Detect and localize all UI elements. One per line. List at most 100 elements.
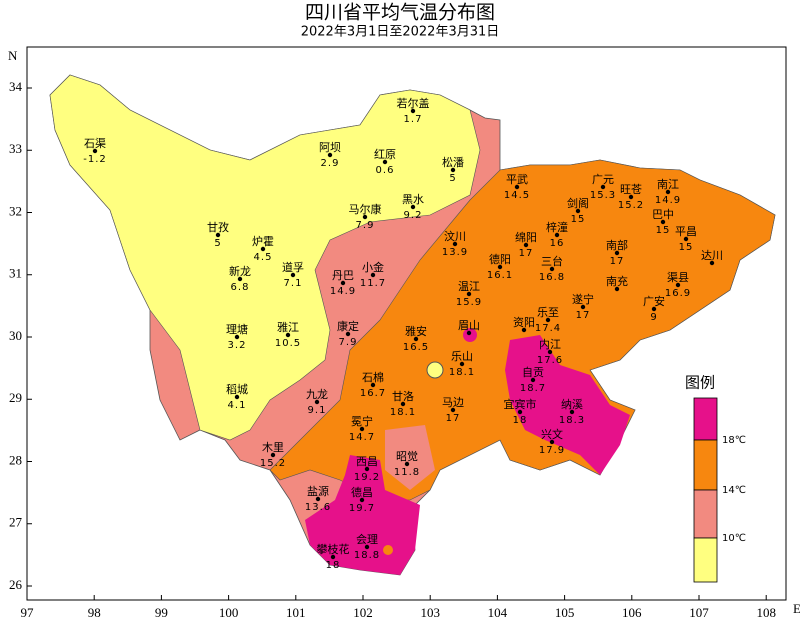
- station-dot: [362, 214, 368, 220]
- legend-swatch: [693, 537, 718, 583]
- station-dot: [554, 232, 560, 238]
- station-dot: [549, 439, 555, 445]
- station-value: 5: [214, 238, 221, 249]
- station-dot: [497, 264, 503, 270]
- station-value: 11.8: [394, 467, 420, 478]
- station-dot: [665, 189, 671, 195]
- station-name: 小金: [362, 260, 384, 274]
- station-dot: [651, 306, 657, 312]
- station-dot: [410, 204, 416, 210]
- station-name: 三台: [541, 254, 563, 268]
- station-name: 新龙: [229, 264, 251, 278]
- map-frame: [26, 46, 787, 601]
- station-dot: [92, 148, 98, 154]
- station-name: 马尔康: [349, 202, 382, 216]
- station-dot: [530, 377, 536, 383]
- station-dot: [569, 409, 575, 415]
- station-name: 木里: [262, 441, 284, 454]
- station-name: 梓潼: [546, 220, 568, 234]
- station-name: 眉山: [458, 319, 480, 332]
- station-value: -1.2: [83, 154, 107, 165]
- station-value: 18.8: [354, 550, 380, 561]
- x-axis-label: E: [793, 601, 800, 616]
- station-dot: [628, 194, 634, 200]
- x-tick-label: 107: [689, 605, 709, 620]
- station-name: 甘孜: [207, 220, 229, 234]
- legend: 图例 18℃ 14℃ 10℃: [685, 374, 746, 583]
- station-dot: [547, 349, 553, 355]
- station-value: 15.3: [590, 190, 616, 201]
- y-tick-label: 32: [9, 203, 22, 218]
- station-name: 盐源: [307, 484, 329, 498]
- station-value: 15: [571, 214, 586, 225]
- station-value: 15: [679, 242, 694, 253]
- station-name: 西昌: [356, 455, 378, 468]
- station-name: 康定: [337, 319, 359, 333]
- station-name: 冕宁: [351, 414, 373, 428]
- station-name: 丹巴: [332, 269, 354, 282]
- station-dot: [521, 327, 527, 333]
- region-14-18: [383, 545, 393, 555]
- stations: 石渠 -1.2 若尔盖 1.7 阿坝 2.9 红原 0.6 松潘 5 甘孜 5 炉霍 4.5 马尔康 7.9 黑…: [83, 96, 723, 571]
- station-value: 15.2: [618, 200, 644, 211]
- station-name: 宜宾市: [504, 397, 537, 411]
- station-name: 黑水: [402, 193, 424, 206]
- station-value: 13.9: [442, 247, 468, 258]
- station-value: 9.1: [308, 405, 327, 416]
- station-value: 6.8: [231, 282, 250, 293]
- station-dot: [413, 336, 419, 342]
- station-value: 15.9: [456, 297, 482, 308]
- station-dot: [549, 266, 555, 272]
- station-name: 甘洛: [392, 389, 414, 403]
- station-name: 雅安: [405, 324, 427, 338]
- station-dot: [315, 496, 321, 502]
- station-name: 德阳: [489, 252, 511, 266]
- station-name: 乐山: [451, 350, 473, 363]
- legend-label: 10℃: [722, 533, 746, 544]
- station-name: 阿坝: [319, 140, 341, 154]
- station-value: 0.6: [376, 165, 395, 176]
- y-tick-label: 30: [9, 328, 22, 343]
- station-name: 攀枝花: [317, 542, 350, 556]
- station-dot: [450, 407, 456, 413]
- station-value: 14.9: [655, 195, 681, 206]
- y-tick-label: 29: [9, 390, 22, 405]
- station-value: 19.7: [349, 503, 375, 514]
- station-dot: [330, 554, 336, 560]
- station-value: 4.5: [254, 252, 273, 263]
- station-value: 17.4: [535, 323, 561, 334]
- station-name: 会理: [356, 533, 378, 546]
- station-dot: [400, 401, 406, 407]
- station-value: 15.2: [260, 458, 286, 469]
- x-tick-label: 103: [420, 605, 440, 620]
- y-tick-label: 33: [9, 141, 22, 156]
- station-dot: [614, 250, 620, 256]
- station-dot: [675, 282, 681, 288]
- station-value: 3.2: [228, 340, 247, 351]
- station-name: 旺苍: [620, 183, 642, 196]
- station-value: 18.1: [449, 367, 475, 378]
- station-name: 南江: [657, 178, 679, 191]
- x-tick-label: 105: [555, 605, 575, 620]
- station-value: 16.9: [665, 288, 691, 299]
- station-dot: [327, 152, 333, 158]
- station-dot: [270, 452, 276, 458]
- regions: [49, 74, 776, 576]
- station-name: 乐至: [537, 306, 559, 319]
- station-name: 红原: [374, 148, 396, 161]
- station-dot: [237, 276, 243, 282]
- station-name: 汶川: [444, 229, 466, 243]
- station-dot: [382, 159, 388, 165]
- station-dot: [359, 497, 365, 503]
- station-name: 资阳: [513, 316, 535, 329]
- station-dot: [285, 332, 291, 338]
- station-dot: [404, 461, 410, 467]
- station-value: 7.9: [339, 337, 358, 348]
- station-dot: [370, 382, 376, 388]
- title: 四川省平均气温分布图: [305, 2, 495, 24]
- legend-swatch: [693, 439, 718, 491]
- station-dot: [450, 167, 456, 173]
- station-dot: [364, 544, 370, 550]
- station-value: 19.2: [354, 472, 380, 483]
- station-dot: [514, 184, 520, 190]
